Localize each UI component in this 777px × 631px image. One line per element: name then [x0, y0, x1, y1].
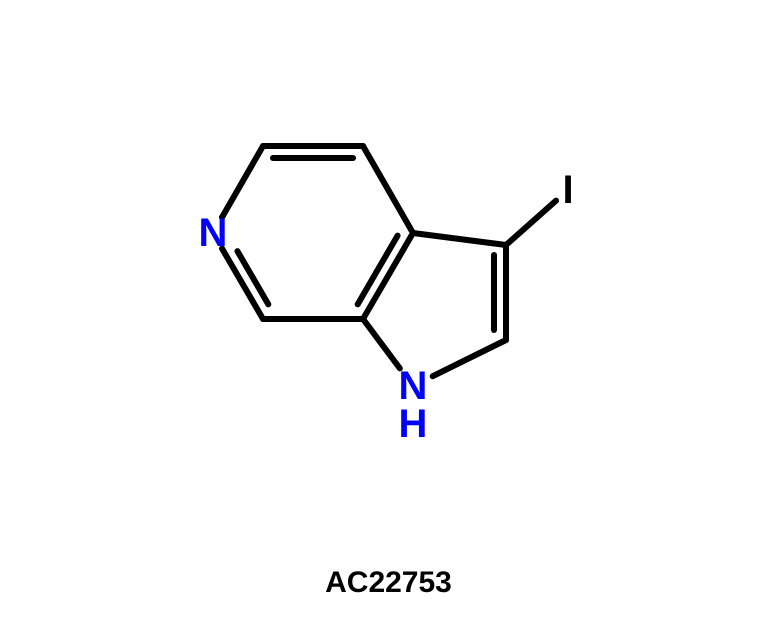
compound-id-caption: AC22753: [0, 566, 777, 600]
atom-label-n: N: [199, 211, 228, 255]
figure-container: NNHI AC22753: [0, 0, 777, 631]
molecule-svg: NNHI: [0, 0, 777, 631]
atom-label-i: I: [562, 168, 573, 212]
atom-label-h: H: [399, 402, 428, 446]
